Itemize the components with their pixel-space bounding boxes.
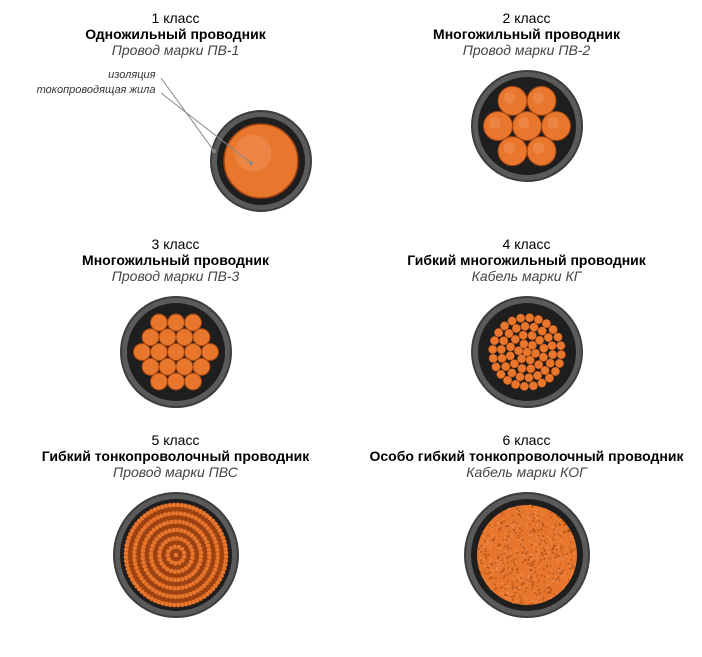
cable-class-2: 2 классМногожильный проводникПровод марк… (351, 10, 702, 216)
cable-class-4: 4 классГибкий многожильный проводникКабе… (351, 236, 702, 412)
cable-cross-section (460, 488, 594, 622)
class-label: 2 класс (433, 10, 620, 26)
cable-titles: 3 классМногожильный проводникПровод марк… (82, 236, 269, 284)
brand-label: Провод марки ПВ-2 (433, 42, 620, 58)
annotation-insulation: изоляция (36, 69, 156, 81)
brand-label: Провод марки ПВС (42, 464, 309, 480)
desc-label: Гибкий многожильный проводник (407, 252, 646, 268)
cable-diagram (460, 488, 594, 622)
cable-titles: 2 классМногожильный проводникПровод марк… (433, 10, 620, 58)
cable-diagram: изоляциятокопроводящая жила (36, 66, 316, 216)
desc-label: Многожильный проводник (82, 252, 269, 268)
cable-titles: 6 классОсобо гибкий тонкопроволочный про… (369, 432, 683, 480)
class-label: 6 класс (369, 432, 683, 448)
desc-label: Одножильный проводник (85, 26, 266, 42)
desc-label: Гибкий тонкопроволочный проводник (42, 448, 309, 464)
cable-class-5: 5 классГибкий тонкопроволочный проводник… (0, 432, 351, 622)
annotation-conductor: токопроводящая жила (0, 84, 156, 96)
brand-label: Кабель марки КОГ (369, 464, 683, 480)
cable-diagram (467, 66, 587, 186)
cable-cross-section (467, 66, 587, 186)
cable-titles: 5 классГибкий тонкопроволочный проводник… (42, 432, 309, 480)
cable-diagram (109, 488, 243, 622)
cable-titles: 4 классГибкий многожильный проводникКабе… (407, 236, 646, 284)
class-label: 3 класс (82, 236, 269, 252)
desc-label: Многожильный проводник (433, 26, 620, 42)
brand-label: Кабель марки КГ (407, 268, 646, 284)
class-label: 1 класс (85, 10, 266, 26)
desc-label: Особо гибкий тонкопроволочный проводник (369, 448, 683, 464)
cable-cross-section (116, 292, 236, 412)
brand-label: Провод марки ПВ-3 (82, 268, 269, 284)
cable-class-6: 6 классОсобо гибкий тонкопроволочный про… (351, 432, 702, 622)
brand-label: Провод марки ПВ-1 (85, 42, 266, 58)
cable-cross-section (109, 488, 243, 622)
cable-cross-section (467, 292, 587, 412)
class-label: 5 класс (42, 432, 309, 448)
cable-class-1: 1 классОдножильный проводникПровод марки… (0, 10, 351, 216)
cable-diagram (116, 292, 236, 412)
class-label: 4 класс (407, 236, 646, 252)
cable-diagram (467, 292, 587, 412)
cable-class-3: 3 классМногожильный проводникПровод марк… (0, 236, 351, 412)
cable-titles: 1 классОдножильный проводникПровод марки… (85, 10, 266, 58)
